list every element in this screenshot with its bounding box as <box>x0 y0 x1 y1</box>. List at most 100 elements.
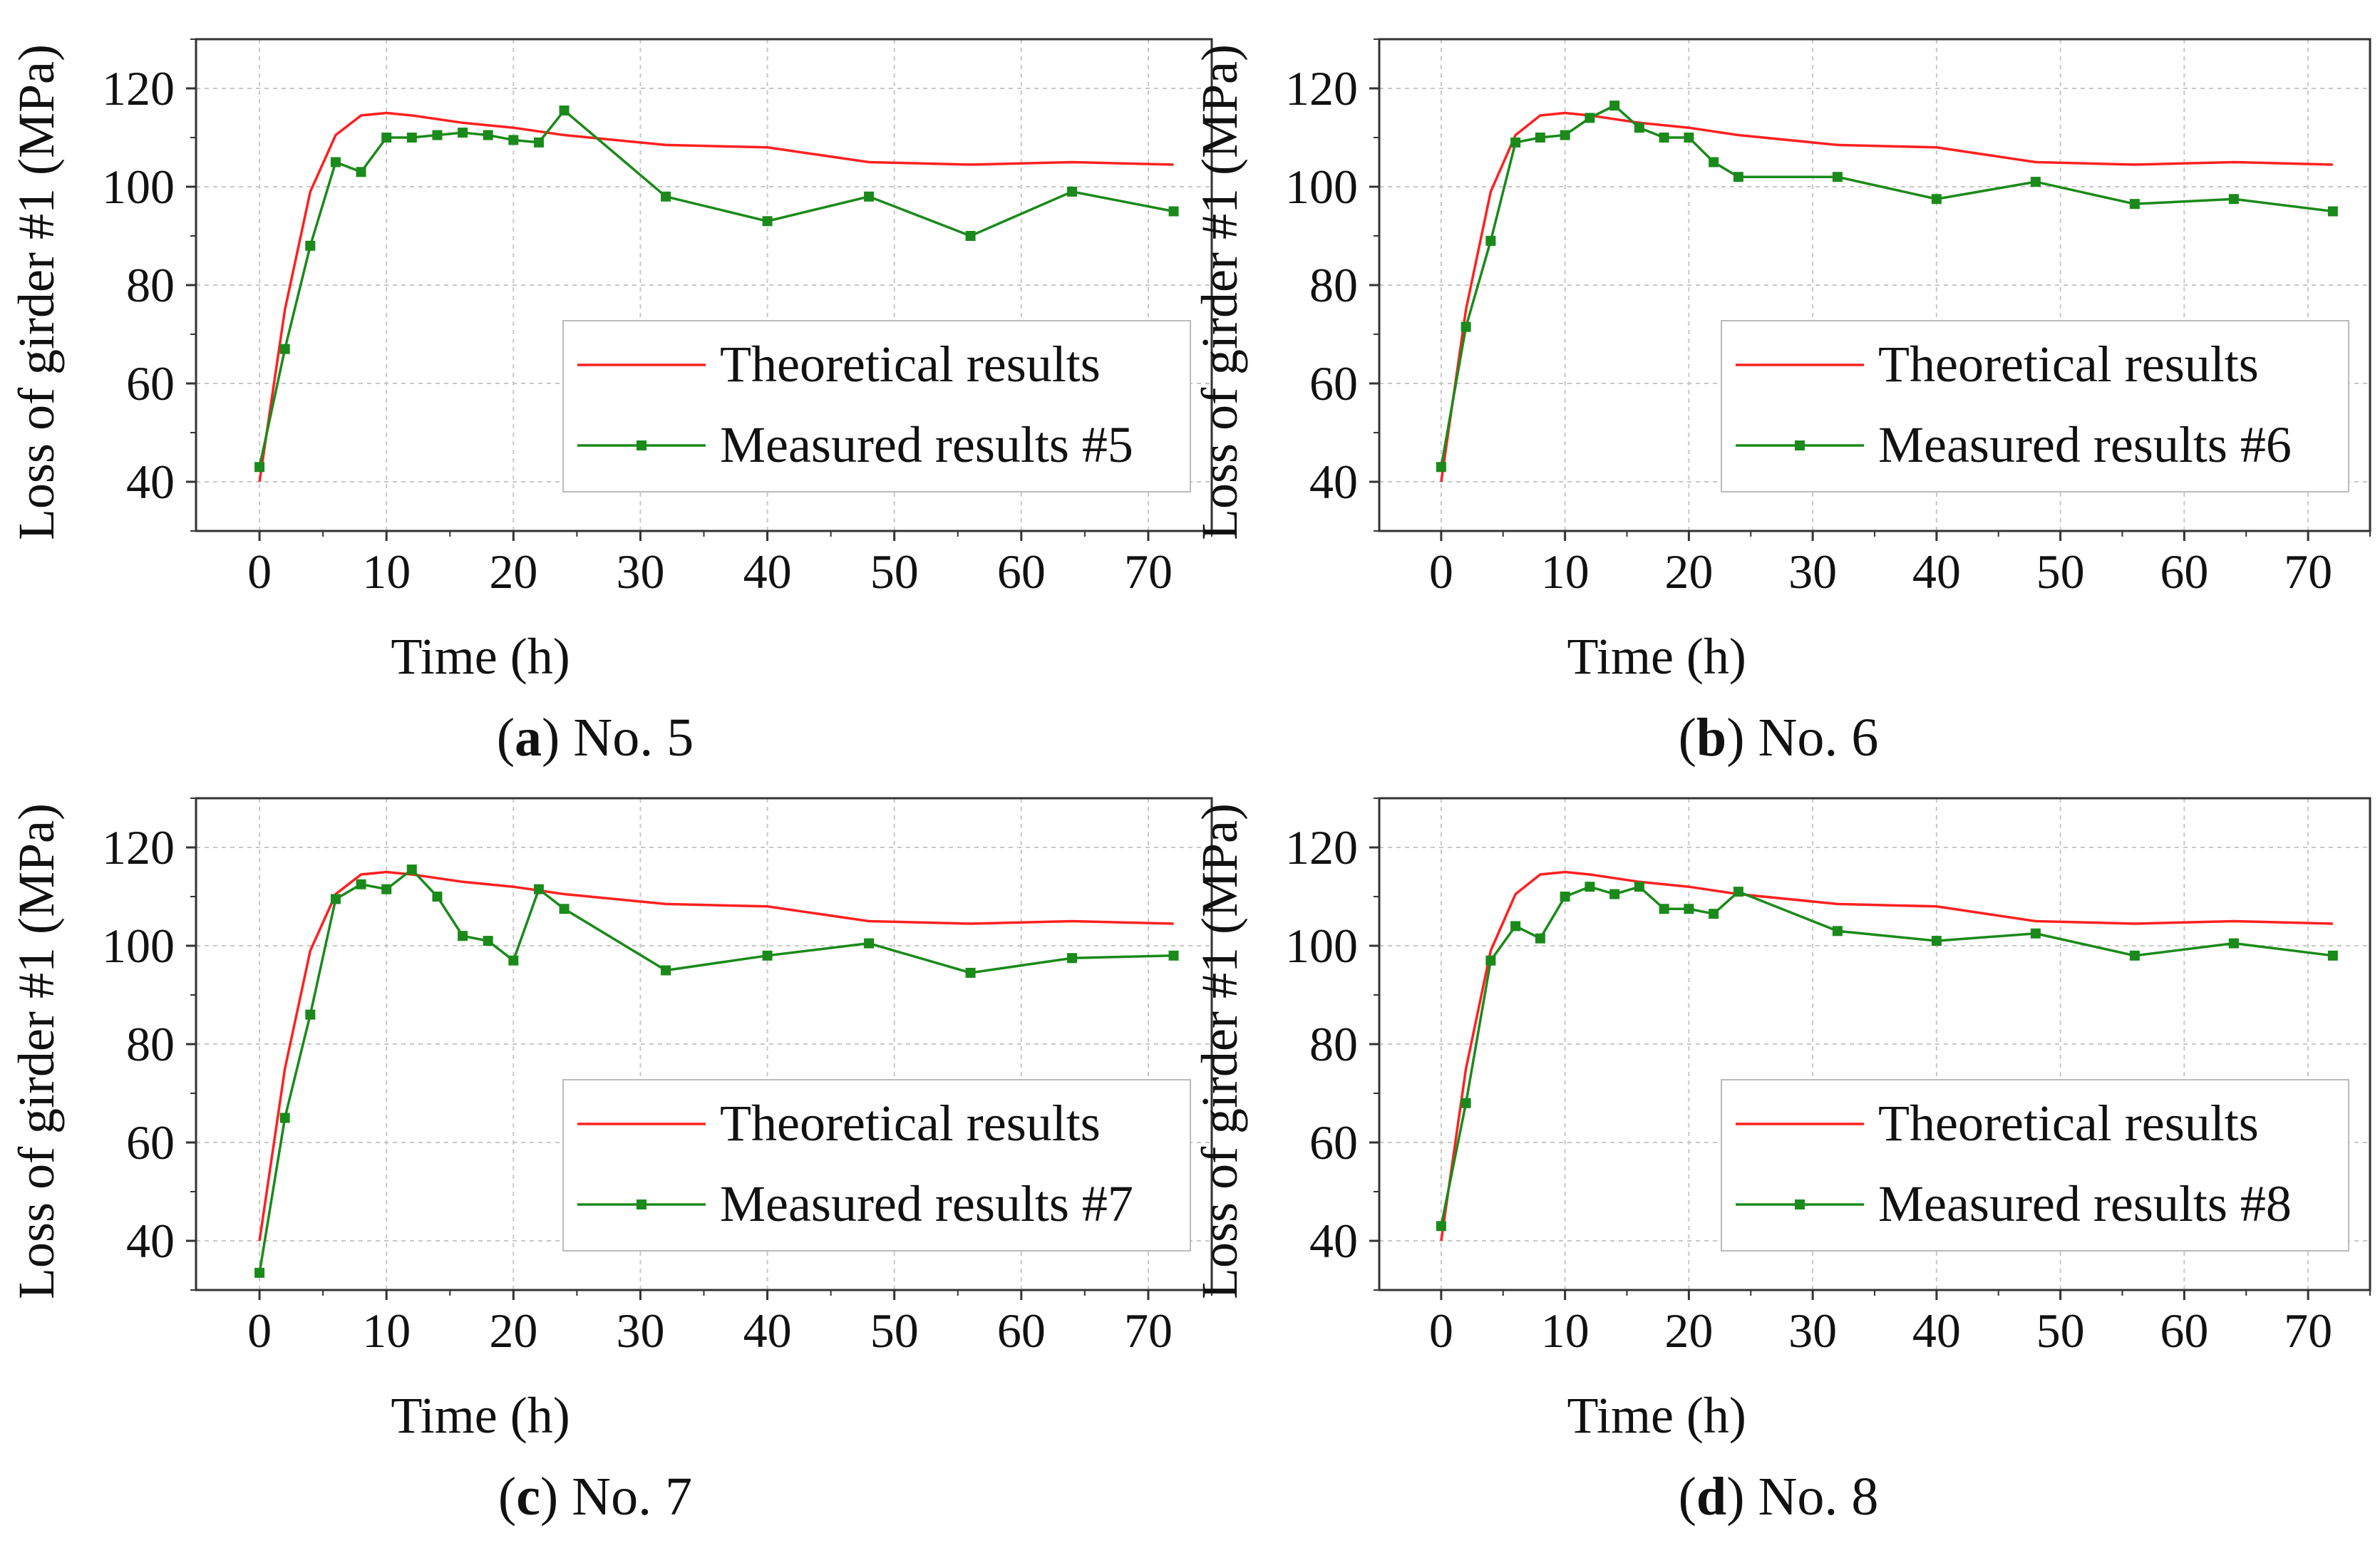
data-point-measured <box>1832 172 1843 182</box>
y-tick-label: 60 <box>1309 1115 1358 1170</box>
chart-panel-d: 0 10 20 30 40 50 60 70 40 60 80 100 120 Time (h) Loss … <box>1191 797 2371 1527</box>
caption-open: ( <box>497 708 515 768</box>
data-point-measured <box>1485 955 1496 966</box>
legend-marker-measured <box>637 440 646 450</box>
data-point-measured <box>1067 953 1078 964</box>
x-tick-label: 40 <box>1912 1304 1961 1358</box>
caption-open: ( <box>1679 708 1696 768</box>
legend-box <box>562 320 1191 492</box>
data-point-measured <box>1560 892 1570 902</box>
x-tick-label: 50 <box>2036 1304 2085 1358</box>
data-point-measured <box>1168 950 1179 961</box>
legend-label-theoretical: Theoretical results <box>1878 336 2259 393</box>
y-tick-label: 40 <box>1309 455 1358 509</box>
y-tick-label: 120 <box>102 820 175 874</box>
data-point-measured <box>1609 100 1620 111</box>
x-axis-label: Time (h) <box>391 1387 570 1444</box>
x-tick-label: 0 <box>1429 545 1453 599</box>
data-point-measured <box>1931 936 1942 946</box>
data-point-measured <box>1585 113 1595 123</box>
chart-panel-b: 0 10 20 30 40 50 60 70 40 60 80 100 120 Time (h) Loss … <box>1191 38 2371 768</box>
y-tick-label: 40 <box>126 455 175 509</box>
x-tick-label: 70 <box>2284 545 2332 599</box>
x-tick-label: 10 <box>362 1304 411 1358</box>
data-point-measured <box>864 938 875 949</box>
y-tick-label: 40 <box>1309 1214 1358 1268</box>
data-point-measured <box>1733 172 1743 182</box>
data-point-measured <box>965 967 976 978</box>
legend-label-measured: Measured results #5 <box>720 416 1133 473</box>
caption-text: ) No. 8 <box>1726 1467 1878 1527</box>
data-point-measured <box>661 965 671 976</box>
x-tick-label: 50 <box>2036 545 2085 599</box>
data-point-measured <box>1733 887 1743 897</box>
caption-open: ( <box>498 1467 516 1527</box>
data-point-measured <box>762 216 773 227</box>
data-point-measured <box>559 904 570 914</box>
x-tick-label: 40 <box>743 545 792 599</box>
x-tick-label: 40 <box>743 1304 792 1358</box>
data-point-measured <box>864 191 875 202</box>
y-axis-label: Loss of girder #1 (MPa) <box>8 803 65 1299</box>
x-tick-label: 0 <box>247 1304 272 1358</box>
data-point-measured <box>254 462 265 473</box>
y-tick-label: 120 <box>1285 61 1358 115</box>
x-tick-label: 20 <box>489 545 537 599</box>
series-line-theoretical <box>1440 870 2333 1242</box>
data-point-measured <box>2228 938 2239 949</box>
x-tick-label: 50 <box>870 1304 919 1358</box>
caption-open: ( <box>1679 1467 1696 1527</box>
data-point-measured <box>1931 194 1942 205</box>
panel-caption: (b) No. 6 <box>1679 708 1879 768</box>
x-tick-label: 30 <box>1788 1304 1837 1358</box>
data-point-measured <box>533 137 544 148</box>
x-tick-label: 50 <box>870 545 919 599</box>
data-point-measured <box>1436 1221 1446 1232</box>
x-tick-label: 30 <box>616 1304 664 1358</box>
y-tick-label: 80 <box>1309 1017 1358 1071</box>
legend: Theoretical results Measured results #6 <box>1721 320 2349 492</box>
data-point-measured <box>483 936 493 946</box>
legend: Theoretical results Measured results #8 <box>1721 1079 2349 1252</box>
data-point-measured <box>1609 889 1620 899</box>
x-tick-label: 40 <box>1912 545 1961 599</box>
x-tick-label: 0 <box>247 545 272 599</box>
data-point-measured <box>533 884 544 894</box>
y-tick-label: 60 <box>126 1115 175 1170</box>
data-point-measured <box>279 344 290 354</box>
series-line-theoretical <box>1440 111 2333 483</box>
data-point-measured <box>2228 194 2239 205</box>
data-point-measured <box>762 950 773 961</box>
x-tick-label: 20 <box>489 1304 537 1358</box>
data-point-measured <box>330 894 341 904</box>
data-point-measured <box>559 105 570 116</box>
legend-label-theoretical: Theoretical results <box>720 336 1101 393</box>
x-tick-label: 60 <box>2160 1304 2208 1358</box>
legend-label-measured: Measured results #8 <box>1878 1175 2292 1232</box>
data-point-measured <box>458 931 468 941</box>
x-tick-label: 0 <box>1429 1304 1453 1358</box>
x-tick-label: 70 <box>2284 1304 2332 1358</box>
x-axis-label: Time (h) <box>391 628 570 685</box>
data-point-measured <box>1659 133 1669 143</box>
x-tick-label: 30 <box>1788 545 1837 599</box>
caption-letter: c <box>516 1467 540 1527</box>
x-tick-label: 30 <box>616 545 664 599</box>
chart-panel-c: 0 10 20 30 40 50 60 70 40 60 80 100 120 Time (h) Loss … <box>8 797 1213 1527</box>
y-tick-label: 120 <box>102 61 175 115</box>
panel-caption: (d) No. 8 <box>1679 1467 1879 1527</box>
panel-caption: (c) No. 7 <box>498 1467 692 1527</box>
data-point-measured <box>330 157 341 167</box>
y-tick-label: 100 <box>1285 919 1358 973</box>
data-point-measured <box>305 1009 316 1020</box>
data-point-measured <box>2327 950 2338 961</box>
x-tick-label: 60 <box>2160 545 2208 599</box>
y-tick-label: 80 <box>1309 258 1358 312</box>
data-point-measured <box>1461 1098 1471 1108</box>
caption-text: ) No. 7 <box>540 1467 692 1527</box>
data-point-measured <box>1585 882 1595 892</box>
data-point-measured <box>1634 882 1644 892</box>
data-point-measured <box>1659 904 1669 914</box>
data-point-measured <box>483 130 493 140</box>
